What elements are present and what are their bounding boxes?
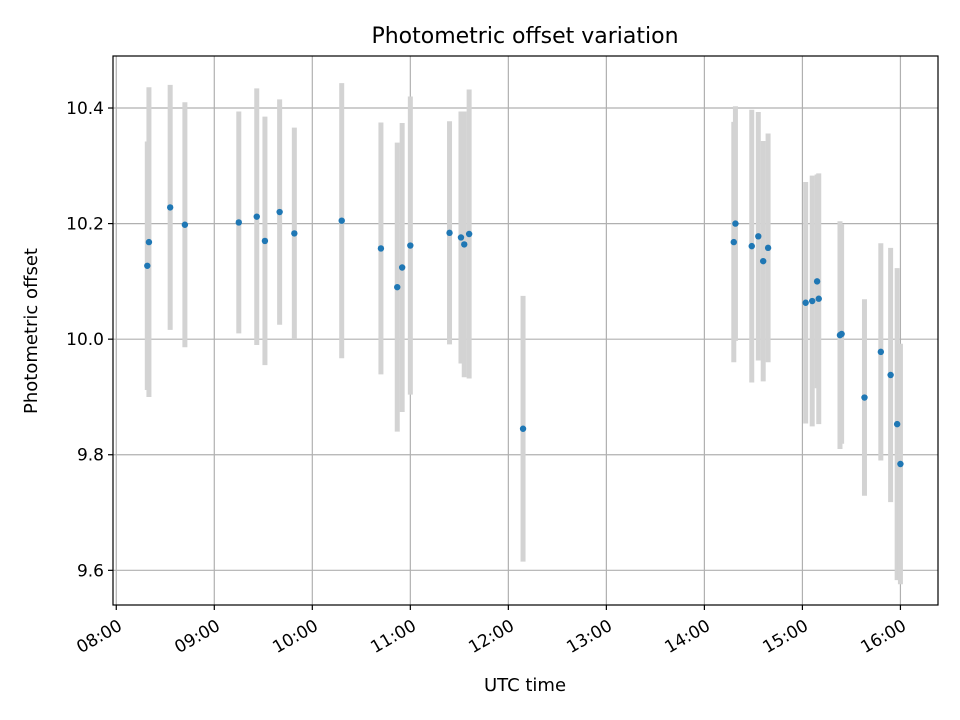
data-points	[144, 204, 904, 468]
y-tick-label: 9.6	[77, 561, 104, 581]
data-point	[465, 230, 473, 238]
data-point	[407, 242, 414, 249]
y-axis-label: Photometric offset	[21, 248, 42, 414]
data-point	[748, 242, 755, 250]
y-tick-label: 10.4	[66, 99, 104, 119]
x-tick-label: 13:00	[563, 616, 615, 658]
data-point	[759, 257, 767, 265]
data-point	[261, 237, 269, 245]
data-point	[861, 394, 868, 401]
grid	[113, 56, 938, 605]
data-point	[764, 244, 772, 252]
x-tick-label: 10:00	[269, 616, 321, 658]
axis-ticks: 08:00 09:00 10:00 11:00 12:00 13:00 14:00 15:00…	[66, 99, 910, 658]
y-tick-label: 10.2	[66, 215, 104, 235]
data-point	[893, 420, 901, 428]
data-point	[887, 371, 894, 379]
data-point	[166, 204, 174, 211]
data-point	[394, 283, 401, 291]
y-tick-label: 9.8	[77, 446, 104, 466]
data-point	[802, 299, 809, 306]
data-point	[809, 297, 816, 305]
x-tick-label: 16:00	[857, 616, 909, 658]
y-tick-label: 10.0	[66, 330, 104, 350]
data-point	[145, 238, 153, 246]
x-tick-label: 12:00	[465, 616, 517, 658]
x-tick-label: 15:00	[759, 616, 811, 658]
data-point	[276, 208, 283, 216]
x-tick-label: 09:00	[171, 616, 223, 658]
data-point	[897, 460, 904, 468]
data-point	[398, 264, 406, 271]
data-point	[457, 234, 465, 241]
x-tick-label: 08:00	[73, 616, 125, 658]
chart-title: Photometric offset variation	[371, 24, 678, 49]
data-point	[461, 241, 468, 248]
x-tick-label: 11:00	[367, 616, 419, 658]
x-axis-label: UTC time	[484, 675, 566, 696]
data-point	[377, 245, 385, 252]
error-bars	[144, 83, 903, 585]
data-point	[235, 219, 242, 226]
data-point	[813, 278, 821, 285]
plot-frame	[112, 55, 939, 606]
data-point	[838, 330, 845, 338]
data-point	[877, 348, 885, 356]
data-point	[446, 229, 453, 237]
data-point	[253, 213, 260, 220]
data-point	[144, 262, 151, 269]
data-point	[755, 233, 762, 240]
data-point	[815, 295, 822, 302]
data-point	[732, 220, 739, 227]
data-point	[338, 217, 345, 224]
x-tick-label: 14:00	[661, 616, 713, 658]
data-point	[181, 221, 189, 228]
data-point	[291, 230, 298, 237]
data-point	[730, 238, 737, 246]
data-point	[519, 425, 527, 432]
